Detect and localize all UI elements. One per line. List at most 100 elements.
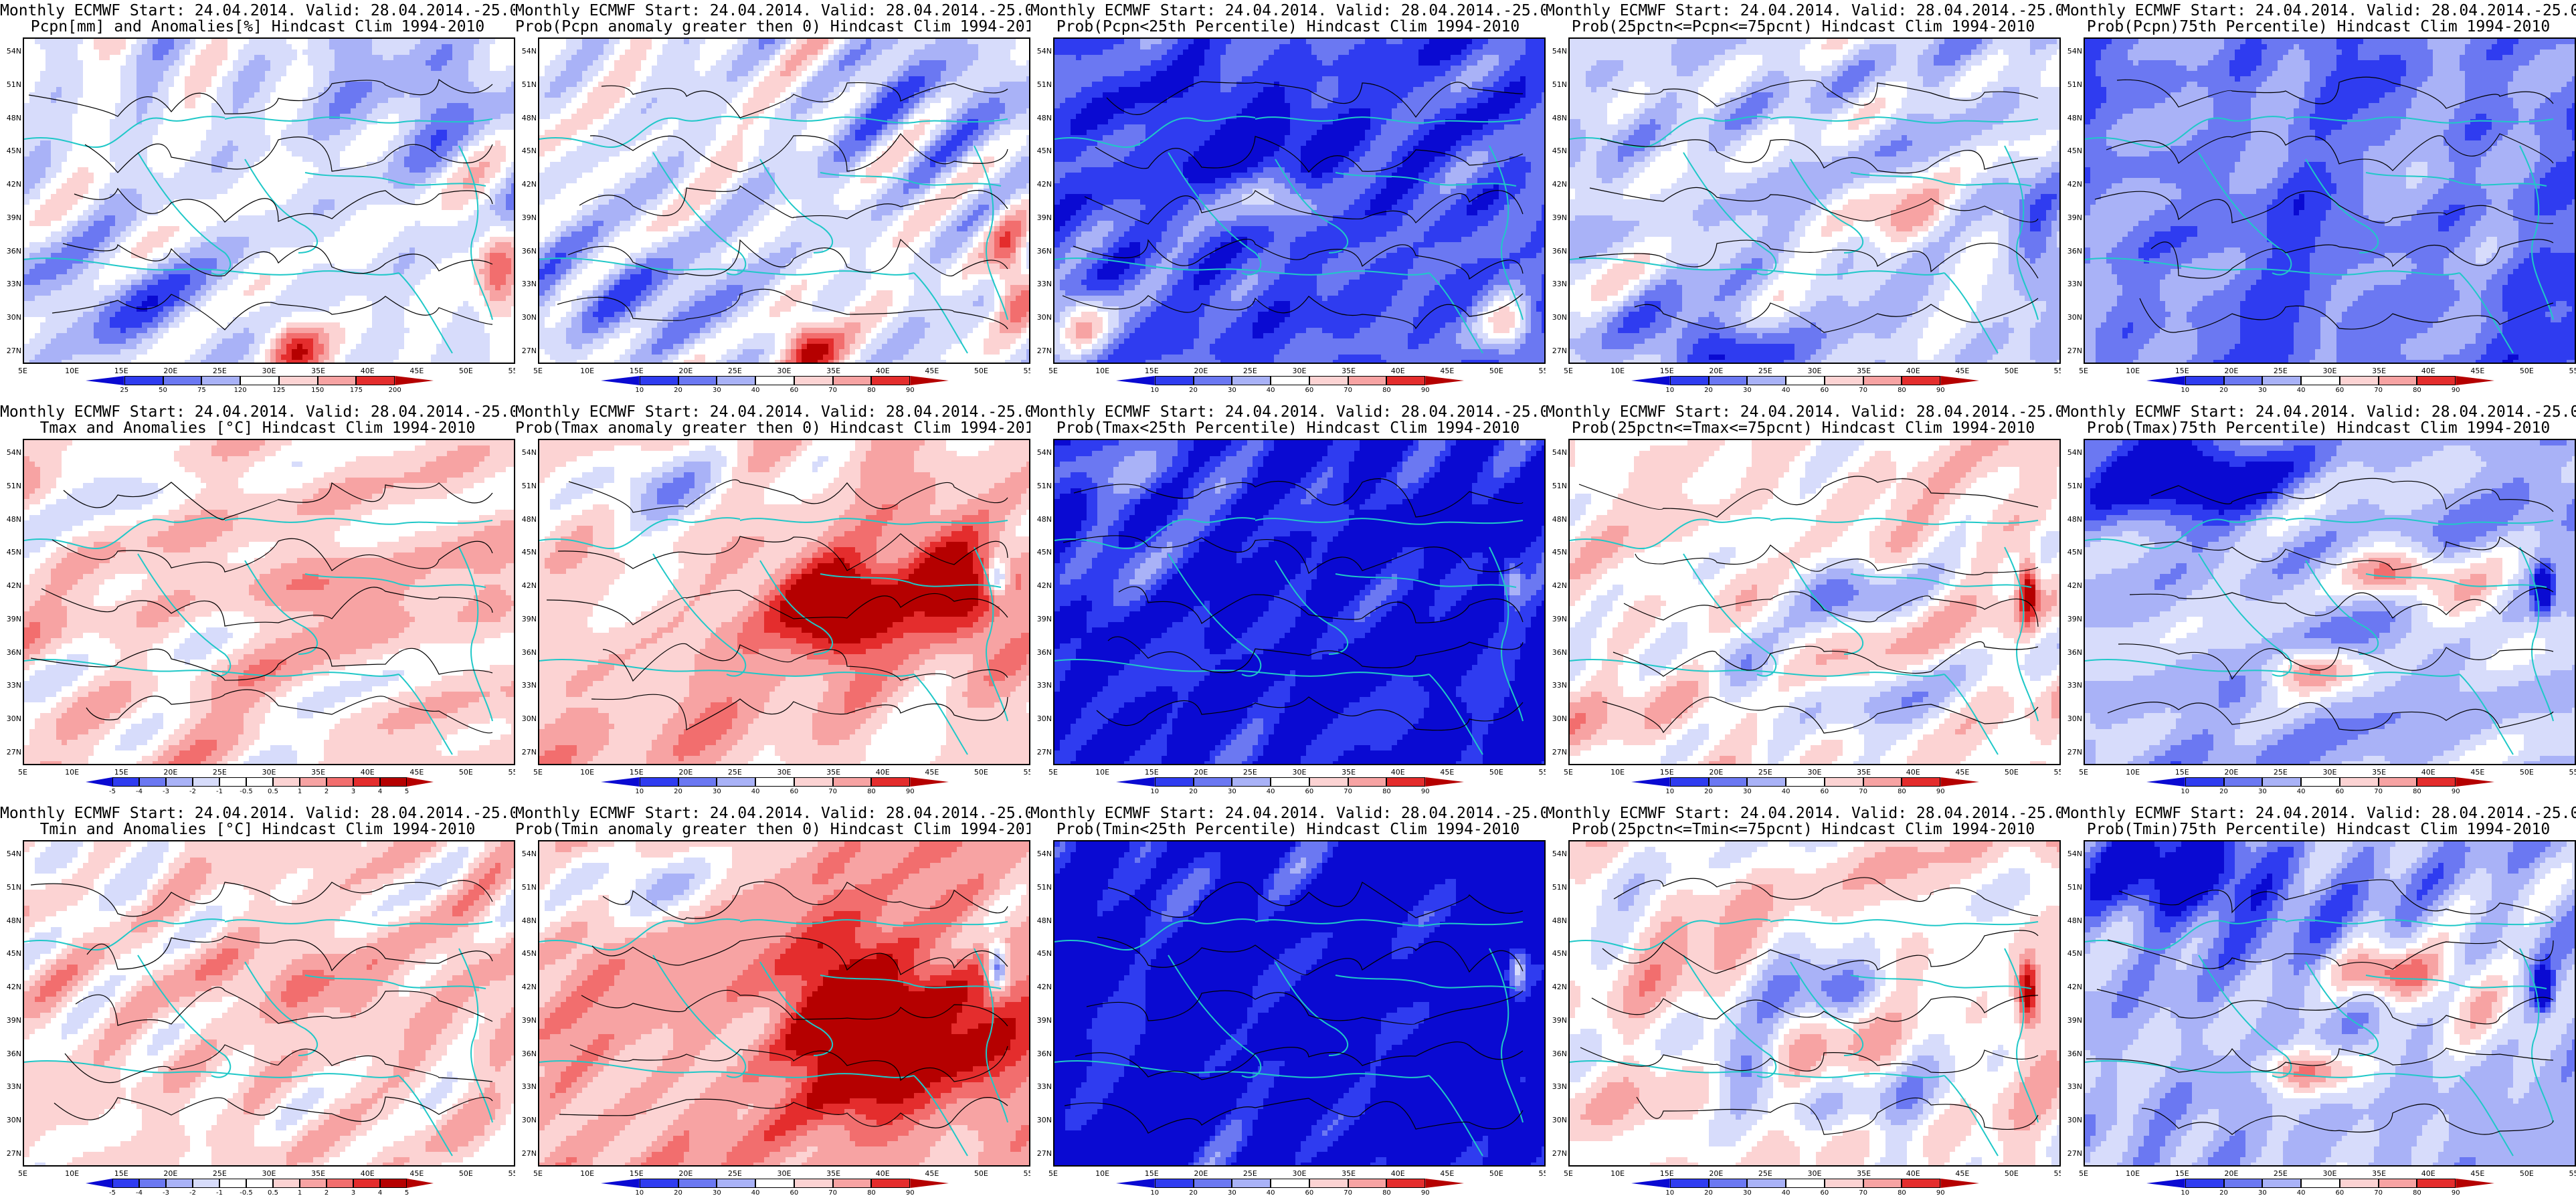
colorbar-swatch: [601, 376, 640, 385]
lon-tick-label: 55E: [509, 768, 515, 777]
colorbar-tick-label: 70: [1344, 1189, 1352, 1197]
lat-tick-label: 54N: [2061, 47, 2082, 56]
colorbar-swatch: [2262, 1179, 2301, 1188]
lat-tick-label: 39N: [515, 213, 537, 222]
lat-tick-label: 39N: [1030, 213, 1052, 222]
lon-tick-label: 15E: [114, 768, 128, 777]
map-panel-p11: Monthly ECMWF Start: 24.04.2014. Valid: …: [0, 803, 515, 1204]
lat-tick-label: 30N: [0, 1116, 21, 1124]
panel-title-line2: Prob(Tmax)75th Percentile) Hindcast Clim…: [2061, 420, 2576, 437]
colorbar-tick-label: 40: [1267, 387, 1275, 394]
colorbar: [601, 376, 949, 385]
colorbar-swatch: [1194, 376, 1232, 385]
map-field-svg: [2085, 39, 2575, 363]
lat-tick-label: 30N: [515, 1116, 537, 1124]
lon-tick-label: 5E: [2079, 768, 2088, 777]
lat-tick-label: 27N: [0, 346, 21, 355]
lon-tick-label: 25E: [1243, 367, 1257, 375]
lon-tick-label: 5E: [1564, 367, 1573, 375]
colorbar-tick-label: 90: [2452, 387, 2460, 394]
map-panel-p9: Monthly ECMWF Start: 24.04.2014. Valid: …: [1546, 401, 2061, 803]
map-panel-p5: Monthly ECMWF Start: 24.04.2014. Valid: …: [2061, 0, 2576, 401]
panel-title-line2: Prob(25pctn<=Tmax<=75pcnt) Hindcast Clim…: [1546, 420, 2061, 437]
lat-tick-label: 36N: [1030, 648, 1052, 657]
lon-tick-label: 20E: [678, 1169, 693, 1178]
colorbar-swatch: [2146, 376, 2185, 385]
lat-tick-label: 48N: [515, 515, 537, 524]
map-plot-area: [1053, 840, 1546, 1167]
colorbar-swatch: [246, 1179, 273, 1188]
map-panel-p6: Monthly ECMWF Start: 24.04.2014. Valid: …: [0, 401, 515, 803]
colorbar-swatch: [755, 777, 794, 787]
panel-title-line2: Prob(Tmax<25th Percentile) Hindcast Clim…: [1030, 420, 1546, 437]
lat-tick-label: 54N: [0, 47, 21, 56]
map-field-svg: [24, 440, 514, 764]
colorbar-swatch: [2185, 777, 2224, 787]
lat-tick-label: 48N: [0, 916, 21, 925]
lon-tick-label: 10E: [580, 768, 594, 777]
colorbar-swatch: [2456, 777, 2494, 787]
lon-tick-label: 40E: [361, 1169, 375, 1178]
lon-tick-label: 40E: [876, 1169, 890, 1178]
lon-tick-label: 25E: [213, 1169, 227, 1178]
colorbar-swatch: [1155, 376, 1194, 385]
colorbar-swatch: [112, 1179, 139, 1188]
colorbar-tick-label: 20: [674, 788, 682, 795]
lon-tick-label: 15E: [630, 367, 644, 375]
lon-tick-label: 40E: [876, 367, 890, 375]
colorbar-swatch: [1309, 376, 1348, 385]
lon-tick-label: 40E: [1391, 768, 1405, 777]
colorbar-swatch: [678, 1179, 717, 1188]
lon-tick-label: 45E: [1440, 1169, 1454, 1178]
lat-tick-label: 33N: [1030, 681, 1052, 690]
lon-tick-label: 15E: [2175, 1169, 2189, 1178]
colorbar-swatch: [2456, 376, 2494, 385]
colorbar-tick-label: 60: [1305, 1189, 1314, 1197]
map-plot-area: [1053, 439, 1546, 765]
colorbar-swatch: [910, 777, 949, 787]
panel-title-line1: Monthly ECMWF Start: 24.04.2014. Valid: …: [2061, 404, 2576, 421]
lat-tick-label: 27N: [515, 748, 537, 757]
map-panel-p15: Monthly ECMWF Start: 24.04.2014. Valid: …: [2061, 803, 2576, 1204]
panel-title-line1: Monthly ECMWF Start: 24.04.2014. Valid: …: [1030, 3, 1546, 19]
map-field-svg: [24, 841, 514, 1165]
colorbar-swatch: [1232, 376, 1271, 385]
lat-tick-label: 45N: [1030, 548, 1052, 557]
lon-tick-label: 50E: [1489, 768, 1503, 777]
colorbar-tick-label: 60: [790, 387, 799, 394]
lon-tick-label: 30E: [1808, 367, 1822, 375]
colorbar-swatch: [380, 1179, 407, 1188]
colorbar-tick-label: -4: [136, 1189, 143, 1197]
colorbar-tick-label: 30: [2258, 788, 2267, 795]
colorbar-tick-label: 20: [1704, 1189, 1713, 1197]
colorbar-tick-label: -0.5: [240, 788, 253, 795]
colorbar-swatch: [717, 376, 755, 385]
lat-tick-label: 54N: [0, 849, 21, 858]
colorbar-tick-label: -2: [189, 1189, 196, 1197]
colorbar-swatch: [1786, 376, 1825, 385]
colorbar-swatch: [601, 1179, 640, 1188]
lon-tick-label: 25E: [728, 768, 742, 777]
lat-tick-label: 48N: [515, 916, 537, 925]
lat-tick-label: 54N: [1030, 47, 1052, 56]
colorbar-swatch: [273, 777, 300, 787]
colorbar-swatch: [86, 376, 124, 385]
lat-tick-label: 30N: [0, 714, 21, 723]
lon-tick-label: 55E: [1539, 1169, 1546, 1178]
lat-tick-label: 51N: [2061, 883, 2082, 892]
lon-tick-label: 45E: [1440, 768, 1454, 777]
lat-tick-label: 45N: [2061, 949, 2082, 958]
lon-tick-label: 25E: [1243, 768, 1257, 777]
colorbar-tick-label: 40: [1267, 788, 1275, 795]
lat-tick-label: 39N: [0, 615, 21, 623]
lon-tick-label: 10E: [1611, 1169, 1625, 1178]
colorbar-swatch: [1670, 1179, 1709, 1188]
lon-tick-label: 35E: [311, 367, 325, 375]
lat-tick-label: 45N: [1030, 949, 1052, 958]
colorbar-swatch: [2340, 777, 2379, 787]
lon-tick-label: 20E: [1194, 367, 1208, 375]
lon-tick-label: 10E: [1611, 367, 1625, 375]
lat-tick-label: 33N: [0, 1082, 21, 1091]
lat-tick-label: 51N: [1546, 80, 1567, 89]
lat-tick-label: 51N: [0, 482, 21, 490]
